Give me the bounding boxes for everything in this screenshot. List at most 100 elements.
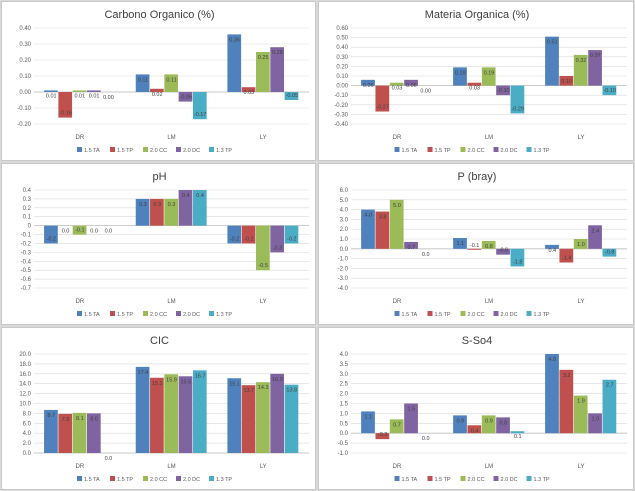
data-label: 2.7 [606, 383, 614, 389]
y-tick-label: 0.10 [336, 74, 348, 80]
legend-label: 1.3 TP [216, 312, 232, 318]
category-label: LY [578, 135, 585, 141]
bar [375, 85, 390, 112]
bar [404, 241, 418, 249]
y-tick-label: -0.7 [21, 286, 32, 292]
data-label: 0.11 [138, 77, 148, 83]
data-label: 0.19 [455, 70, 466, 76]
bar [467, 425, 482, 434]
bar [467, 82, 482, 86]
y-tick-label: 0.0 [340, 431, 349, 437]
y-tick-label: -0.2 [21, 241, 32, 247]
data-label: 3.8 [379, 215, 387, 221]
data-label: 0.03 [469, 86, 480, 92]
data-label: 8.1 [76, 416, 84, 422]
y-tick-label: 0.0 [23, 451, 32, 457]
data-label: 0.0 [422, 436, 430, 442]
y-tick-label: 12.0 [19, 392, 31, 398]
data-label: 3.2 [563, 373, 571, 379]
bar [481, 415, 496, 434]
data-label: 0.4 [182, 193, 190, 199]
data-label: 0.06 [363, 83, 374, 89]
data-label: -0.10 [603, 88, 616, 94]
y-tick-label: -0.4 [21, 259, 32, 265]
data-label: 13.8 [286, 388, 297, 394]
legend-swatch [110, 476, 115, 481]
legend-swatch [143, 147, 148, 152]
data-label: 0.0 [90, 229, 98, 235]
data-label: 0.03 [244, 90, 255, 96]
data-label: 15.9 [166, 377, 177, 383]
bar [573, 239, 588, 249]
bar [284, 225, 299, 244]
y-tick-label: 0.00 [19, 90, 31, 96]
bar [588, 225, 602, 249]
bar [559, 248, 574, 263]
data-label: -0.2 [287, 236, 296, 242]
data-label: 1.0 [577, 242, 585, 248]
y-tick-label: -0.1 [21, 233, 32, 239]
bar [481, 67, 496, 86]
data-label: -0.3 [273, 245, 282, 251]
chart-panel-cic: CIC 0.0 2.0 4.0 6.0 8.0 10.0 12.0 14.0 16.0 18.0 20… [1, 327, 316, 490]
legend-label: 1.3 TP [534, 312, 550, 318]
y-tick-label: 0.2 [23, 206, 32, 212]
bar [256, 382, 270, 453]
bar [135, 74, 150, 92]
y-tick-label: -0.40 [334, 122, 348, 128]
bar [270, 47, 285, 92]
data-label: -0.3 [378, 432, 387, 438]
bar [86, 90, 101, 92]
data-label: 0.7 [393, 422, 401, 428]
legend-swatch [460, 311, 466, 316]
chart-title: S-So4 [462, 335, 493, 347]
chart-panel-carbono-organico: Carbono Organico (%) -0.20 -0.10 0.00 0.10 0.… [1, 1, 316, 161]
y-tick-label: 2.0 [340, 392, 349, 398]
bar [389, 82, 404, 86]
data-label: 0.01 [89, 93, 100, 99]
data-label: 0.1 [514, 434, 522, 440]
y-tick-label: 20.0 [19, 352, 31, 358]
data-label: 17.4 [138, 370, 149, 376]
y-tick-label: 1.5 [340, 402, 349, 408]
y-tick-label: 5.0 [340, 198, 349, 204]
data-label: -0.27 [376, 105, 389, 111]
data-label: -0.17 [194, 112, 207, 118]
chart-panel-p-bray: P (bray) -4.0 -3.0 -2.0 -1.0 0.0 1.0 2.0 3.0 4.0 5… [318, 163, 634, 325]
legend-swatch [526, 147, 532, 152]
legend-swatch [209, 147, 214, 152]
legend-label: 2.0 CC [150, 148, 167, 154]
legend-swatch [526, 476, 532, 481]
y-tick-label: 4.0 [340, 208, 349, 214]
bar [192, 370, 207, 453]
data-label: 15.5 [180, 379, 191, 385]
y-tick-label: 2.5 [340, 382, 349, 388]
y-tick-label: 3.5 [340, 362, 349, 368]
data-label: 0.00 [103, 95, 114, 101]
chart-title: pH [152, 171, 166, 183]
y-tick-label: 0.4 [23, 188, 32, 194]
y-tick-label: 18.0 [19, 362, 31, 368]
legend-swatch [427, 476, 433, 481]
bar [178, 92, 193, 102]
bar [375, 433, 390, 440]
data-label: 1.0 [592, 416, 600, 422]
bar [510, 431, 525, 434]
data-label: 0.3 [153, 202, 161, 208]
data-label: 16.7 [195, 373, 206, 379]
y-tick-label: 0.40 [19, 26, 31, 32]
bar [573, 54, 588, 86]
chart-title: P (bray) [458, 171, 497, 183]
legend-label: 1.5 TP [117, 312, 133, 318]
y-tick-label: 0.1 [23, 215, 32, 221]
bar [481, 240, 496, 249]
legend-label: 2.0 CC [468, 477, 485, 483]
bar [256, 52, 270, 92]
data-label: -0.06 [180, 95, 193, 101]
y-tick-label: -0.6 [21, 277, 32, 283]
data-label: -0.05 [285, 93, 298, 99]
legend-swatch [493, 147, 499, 152]
data-label: -1.4 [562, 256, 571, 262]
y-tick-label: -3.0 [338, 276, 349, 282]
legend-swatch [77, 311, 82, 316]
